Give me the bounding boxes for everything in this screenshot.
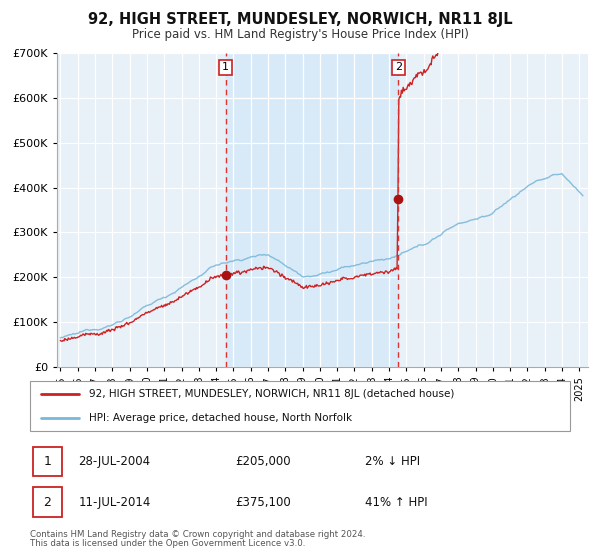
Bar [33, 487, 62, 517]
Text: 1: 1 [222, 62, 229, 72]
Text: 11-JUL-2014: 11-JUL-2014 [79, 496, 151, 508]
Text: 28-JUL-2004: 28-JUL-2004 [79, 455, 151, 468]
Text: 92, HIGH STREET, MUNDESLEY, NORWICH, NR11 8JL (detached house): 92, HIGH STREET, MUNDESLEY, NORWICH, NR1… [89, 389, 455, 399]
Text: 2: 2 [395, 62, 402, 72]
Text: Contains HM Land Registry data © Crown copyright and database right 2024.: Contains HM Land Registry data © Crown c… [30, 530, 365, 539]
Text: 1: 1 [44, 455, 52, 468]
Text: 2: 2 [44, 496, 52, 508]
Text: HPI: Average price, detached house, North Norfolk: HPI: Average price, detached house, Nort… [89, 413, 353, 423]
Text: £205,000: £205,000 [235, 455, 291, 468]
Text: This data is licensed under the Open Government Licence v3.0.: This data is licensed under the Open Gov… [30, 539, 305, 548]
Text: 41% ↑ HPI: 41% ↑ HPI [365, 496, 427, 508]
Text: 2% ↓ HPI: 2% ↓ HPI [365, 455, 420, 468]
Text: Price paid vs. HM Land Registry's House Price Index (HPI): Price paid vs. HM Land Registry's House … [131, 28, 469, 41]
Bar [226, 53, 398, 367]
Bar [33, 446, 62, 476]
Text: 92, HIGH STREET, MUNDESLEY, NORWICH, NR11 8JL: 92, HIGH STREET, MUNDESLEY, NORWICH, NR1… [88, 12, 512, 27]
Text: £375,100: £375,100 [235, 496, 291, 508]
